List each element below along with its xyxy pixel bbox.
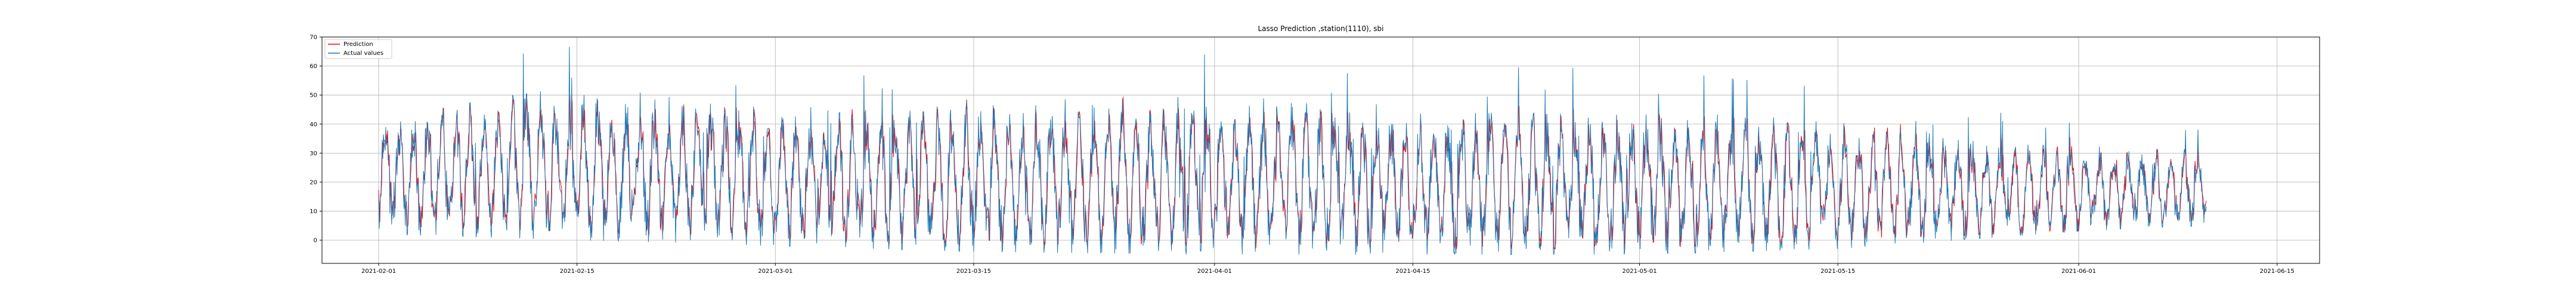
y-tick-label: 10: [309, 208, 317, 215]
plot-frame: [321, 36, 2320, 264]
y-tick-label: 50: [309, 93, 317, 99]
x-tick-label: 2021-06-15: [2260, 268, 2295, 275]
y-tick-label: 0: [314, 238, 317, 244]
legend-box: [324, 39, 392, 59]
x-tick-label: 2021-06-01: [2061, 268, 2096, 275]
x-tick-label: 2021-04-15: [1395, 268, 1430, 275]
series-line-actual-values: [378, 47, 2207, 255]
y-tick-label: 20: [309, 179, 317, 186]
x-tick-label: 2021-03-15: [956, 268, 991, 275]
y-tick-label: 60: [309, 63, 317, 70]
x-tick-label: 2021-05-15: [1820, 268, 1855, 275]
series-layer: [378, 47, 2207, 255]
axes: 0 10 20 30 40 50 60 70 2021-02-01 2021-02-15 2021-…: [309, 35, 2295, 275]
x-tick-label: 2021-03-01: [758, 268, 792, 275]
x-tick-label: 2021-05-01: [1623, 268, 1657, 275]
y-tick-label: 70: [309, 35, 317, 41]
chart-title: Lasso Prediction ,station(1110), sbi: [1258, 24, 1384, 33]
y-tick-label: 30: [309, 150, 317, 157]
x-tick-label: 2021-02-01: [361, 268, 396, 275]
legend: Prediction Actual values: [324, 39, 392, 59]
legend-label-actual-values: Actual values: [343, 50, 383, 57]
legend-label-prediction: Prediction: [343, 41, 373, 48]
x-tick-label: 2021-04-01: [1197, 268, 1232, 275]
x-tick-label: 2021-02-15: [560, 268, 595, 275]
y-tick-label: 40: [309, 121, 317, 128]
